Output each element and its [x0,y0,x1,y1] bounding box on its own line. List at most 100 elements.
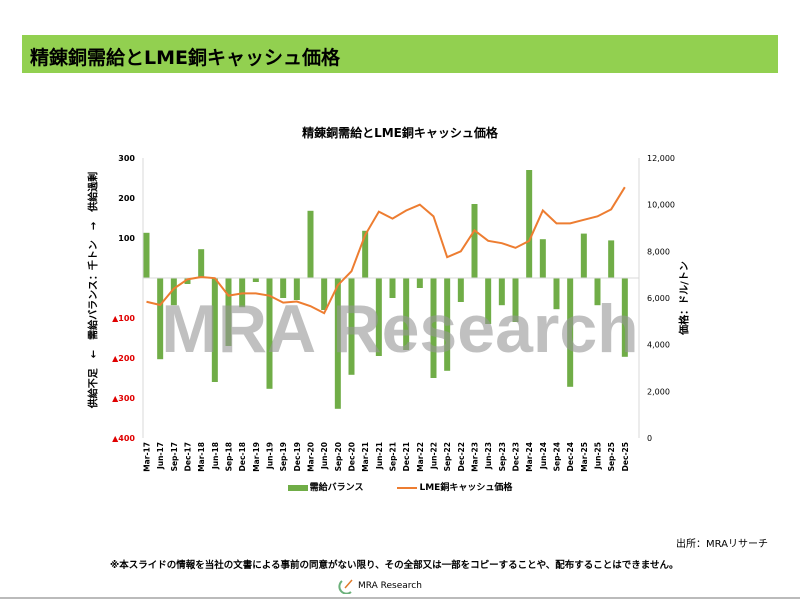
bar-balance [512,278,519,322]
bar-balance [375,278,382,356]
right-tick-label: 0 [647,434,652,443]
x-tick-label: Dec-25 [621,442,630,471]
legend-line-swatch [397,486,418,489]
x-tick-label: Mar-17 [143,442,152,472]
right-tick-label: 12,000 [647,154,675,163]
bar-balance [485,278,492,324]
x-tick-label: Sep-21 [389,442,398,471]
left-tick-label: 100 [118,234,135,243]
bottom-divider [0,597,800,599]
header-bar: 精錬銅需給とLME銅キャッシュ価格 [22,35,778,73]
bar-balance [471,204,478,278]
bar-balance [334,278,341,409]
x-tick-label: Dec-24 [566,442,575,471]
legend: 需給バランス LME銅キャッシュ価格 [0,480,800,493]
x-tick-label: Jun-18 [211,442,220,470]
right-tick-label: 2,000 [647,387,670,396]
legend-item-balance: 需給バランス [287,480,364,493]
x-tick-label: Jun-20 [320,442,329,470]
x-tick-label: Dec-21 [402,442,411,471]
x-tick-label: Mar-20 [307,442,316,472]
source-note: 出所：MRAリサーチ [675,539,768,550]
x-tick-label: Sep-22 [443,442,452,471]
left-tick-label: 300 [118,154,135,163]
right-tick-label: 8,000 [647,247,670,256]
bar-balance [211,278,218,382]
bar-balance [321,278,328,310]
x-tick-label: Dec-23 [512,442,521,471]
bar-balance [403,278,410,350]
right-tick-label: 10,000 [647,201,675,210]
bar-balance [608,240,615,278]
x-tick-label: Mar-24 [525,442,534,472]
disclaimer: ※本スライドの情報を当社の文書による事前の同意がない限り、その全部又は一部をコピ… [110,560,679,571]
x-tick-label: Jun-21 [375,442,384,470]
page-title: 精錬銅需給とLME銅キャッシュ価格 [30,47,340,69]
legend-item-price: LME銅キャッシュ価格 [397,480,512,493]
x-tick-label: Dec-22 [457,442,466,471]
x-tick-label: Jun-22 [430,442,439,470]
legend-bar-swatch [287,484,308,491]
left-tick-label: 200 [118,194,135,203]
logo-icon [338,579,353,594]
bar-balance [252,278,259,282]
x-tick-label: Mar-23 [471,442,480,472]
bar-balance [293,278,300,300]
x-tick-label: Sep-25 [607,442,616,471]
x-tick-label: Mar-25 [580,442,589,472]
x-tick-label: Mar-22 [416,442,425,472]
x-tick-label: Mar-18 [197,442,206,472]
x-tick-label: Sep-19 [279,442,288,471]
bar-balance [280,278,287,298]
bar-balance [225,278,232,346]
left-tick-label: ▲300 [112,394,135,403]
price-line [146,186,626,315]
x-tick-label: Sep-18 [225,442,234,471]
bar-balance [430,278,437,378]
bar-balance [307,210,314,278]
bar-balance [198,249,205,278]
left-tick-label: ▲100 [112,314,135,323]
right-tick-label: 4,000 [647,341,670,350]
x-tick-label: Dec-19 [293,442,302,471]
bar-balance [389,278,396,298]
legend-label: 需給バランス [309,483,364,493]
legend-label: LME銅キャッシュ価格 [419,483,513,493]
bar-balance [184,278,191,284]
bar-balance [594,278,601,306]
bar-balance [539,239,546,278]
bar-balance [362,230,369,278]
chart-title: 精錬銅需給とLME銅キャッシュ価格 [302,126,498,140]
x-tick-label: Sep-24 [553,442,562,471]
bar-balance [266,278,273,389]
bar-balance [498,278,505,306]
x-tick-label: Jun-24 [539,442,548,470]
left-tick-label: ▲200 [112,354,135,363]
x-tick-label: Jun-19 [266,442,275,470]
x-tick-label: Mar-19 [252,442,261,472]
x-tick-label: Jun-25 [594,442,603,470]
x-tick-label: Sep-17 [170,442,179,471]
x-tick-label: Dec-17 [184,442,193,471]
x-tick-label: Mar-21 [361,442,370,472]
left-tick-label: ▲400 [112,434,135,443]
bar-balance [580,233,587,278]
footer-logo-text: MRA Research [358,581,422,591]
bar-balance [621,278,628,357]
bar-balance [567,278,574,387]
bar-balance [526,170,533,278]
bar-balance [444,278,451,371]
bar-balance [553,278,560,310]
footer-logo: MRA Research [338,578,422,594]
bar-balance [170,278,177,306]
bar-balance [348,278,355,375]
x-tick-label: Dec-18 [238,442,247,471]
right-tick-label: 6,000 [647,294,670,303]
bar-balance [416,278,423,288]
bar-balance [157,278,164,360]
bar-balance [457,278,464,302]
x-tick-label: Jun-23 [484,442,493,470]
x-tick-label: Jun-17 [156,442,165,470]
x-tick-label: Dec-20 [348,442,357,471]
